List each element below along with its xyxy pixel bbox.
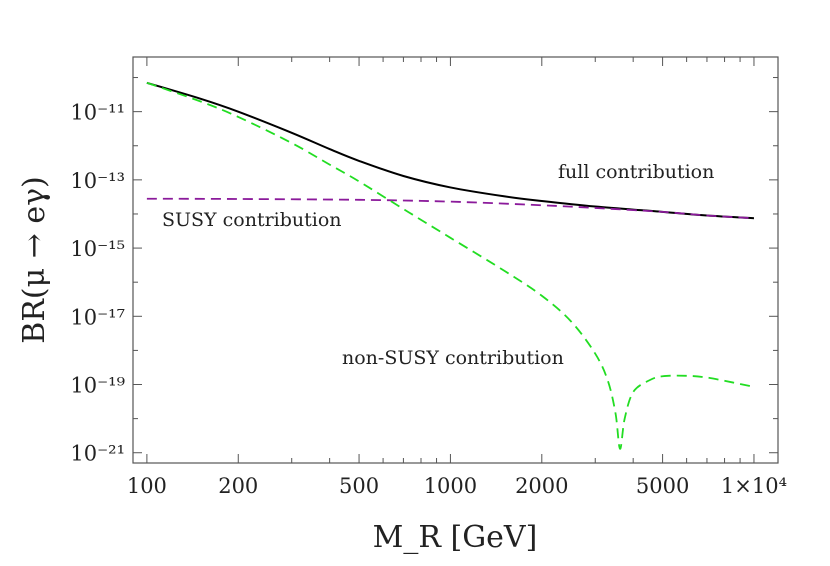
x-tick-label: 1000 <box>424 474 477 498</box>
y-tick-label: 10⁻¹⁵ <box>70 237 125 261</box>
y-tick-label: 10⁻¹⁷ <box>70 305 125 329</box>
annotation-non-susy-contribution: non-SUSY contribution <box>342 347 564 369</box>
axis-ticks <box>132 57 778 463</box>
y-tick-label: 10⁻¹¹ <box>70 101 125 125</box>
x-tick-label: 500 <box>339 474 379 498</box>
x-tick-label: 2000 <box>515 474 568 498</box>
x-tick-label: 5000 <box>636 474 689 498</box>
x-axis-title: M_R [GeV] <box>373 520 538 555</box>
annotation-full-contribution: full contribution <box>558 161 714 183</box>
series-line-0 <box>146 81 755 220</box>
series-group <box>146 81 755 450</box>
y-axis-title: BR(μ → eγ) <box>17 176 52 343</box>
x-tick-label: 200 <box>218 474 258 498</box>
y-tick-label: 10⁻²¹ <box>70 442 125 466</box>
x-tick-label: 100 <box>127 474 167 498</box>
annotation-susy-contribution: SUSY contribution <box>162 209 342 231</box>
plot-frame <box>132 56 779 464</box>
series-line-2 <box>146 81 755 450</box>
y-tick-label: 10⁻¹³ <box>70 169 125 193</box>
y-tick-label: 10⁻¹⁹ <box>70 374 125 398</box>
series-line-1 <box>146 197 755 220</box>
x-tick-label: 1×10⁴ <box>721 474 787 498</box>
tick-labels: 100 200 500 1000 2000 5000 1×10⁴ 10⁻¹¹ 10⁻¹³ 10⁻¹… <box>70 101 787 498</box>
